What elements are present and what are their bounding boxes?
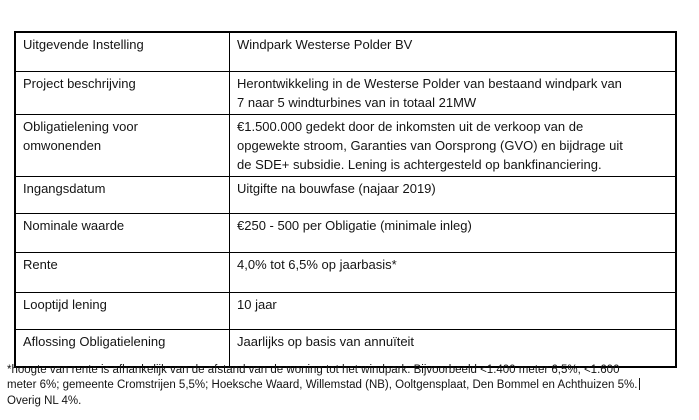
table-row: Project beschrijving Herontwikkeling in … [14,71,677,115]
table-row: Looptijd lening 10 jaar [14,292,677,330]
row-label: Aflossing Obligatielening [14,329,230,368]
table-row: Nominale waarde €250 - 500 per Obligatie… [14,213,677,253]
footnote-line-1: *hoogte van rente is afhankelijk van de … [7,364,620,376]
row-value: Herontwikkeling in de Westerse Polder va… [229,71,677,115]
row-value: 4,0% tot 6,5% op jaarbasis* [229,252,677,293]
table-row: Aflossing Obligatielening Jaarlijks op b… [14,329,677,368]
row-value: €250 - 500 per Obligatie (minimale inleg… [229,213,677,253]
footnote: *hoogte van rente is afhankelijk van de … [7,363,695,409]
text-cursor [639,378,641,391]
row-value: 10 jaar [229,292,677,330]
table-row: Ingangsdatum Uitgifte na bouwfase (najaa… [14,176,677,214]
row-label: Obligatielening voor omwonenden [14,114,230,177]
row-label: Nominale waarde [14,213,230,253]
table-row: Uitgevende Instelling Windpark Westerse … [14,31,677,72]
row-label: Looptijd lening [14,292,230,330]
table-row: Rente 4,0% tot 6,5% op jaarbasis* [14,252,677,293]
footnote-line-2: meter 6%; gemeente Cromstrijen 5,5%; Hoe… [7,379,638,392]
row-value: Uitgifte na bouwfase (najaar 2019) [229,176,677,214]
footnote-line-3: Overig NL 4%. [7,394,82,407]
row-label: Uitgevende Instelling [14,31,230,72]
row-label: Rente [14,252,230,293]
row-value: Jaarlijks op basis van annuïteit [229,329,677,368]
row-label: Project beschrijving [14,71,230,115]
row-label: Ingangsdatum [14,176,230,214]
table-row: Obligatielening voor omwonenden €1.500.0… [14,114,677,177]
row-value: Windpark Westerse Polder BV [229,31,677,72]
bond-spec-table: Uitgevende Instelling Windpark Westerse … [14,31,677,368]
row-value: €1.500.000 gedekt door de inkomsten uit … [229,114,677,177]
